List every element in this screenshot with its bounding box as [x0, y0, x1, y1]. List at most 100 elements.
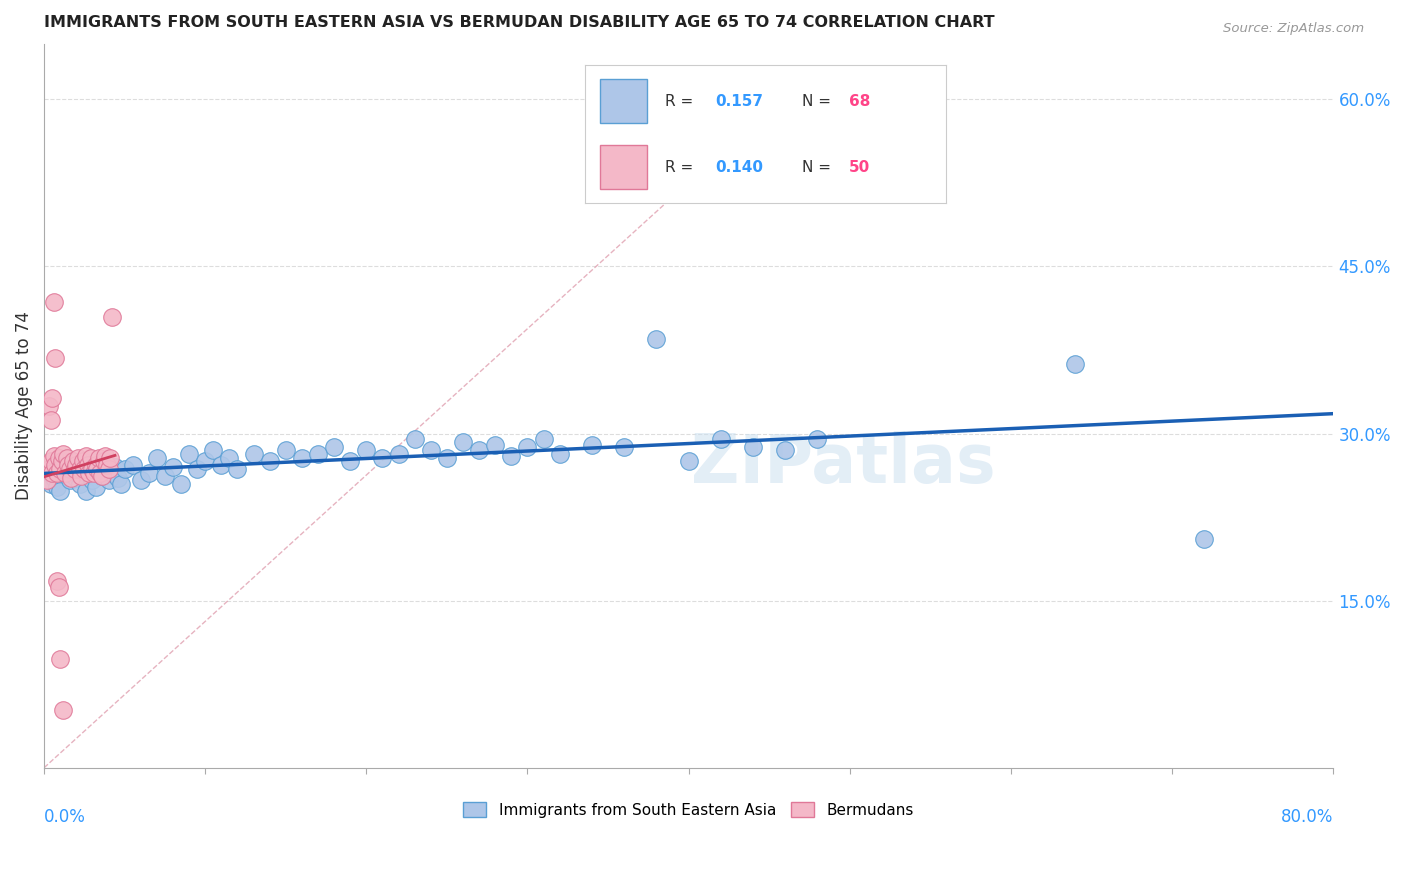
Point — [55, 466, 77, 480]
Point — [613, 440, 636, 454]
Point — [39, 454, 62, 468]
Point — [51, 454, 73, 468]
Point — [259, 454, 281, 468]
Point — [645, 332, 668, 346]
Point — [55, 450, 77, 465]
Point — [38, 462, 60, 476]
Point — [73, 462, 96, 476]
Point — [100, 466, 122, 480]
Point — [194, 454, 217, 468]
Point — [307, 447, 329, 461]
Point — [87, 454, 110, 468]
Point — [226, 462, 249, 476]
Point — [291, 450, 314, 465]
Y-axis label: Disability Age 65 to 74: Disability Age 65 to 74 — [15, 311, 32, 500]
Point — [436, 450, 458, 465]
Point — [59, 473, 82, 487]
Text: 80.0%: 80.0% — [1281, 807, 1333, 825]
Point — [82, 462, 104, 476]
Point — [39, 476, 62, 491]
Point — [242, 447, 264, 461]
Point — [202, 443, 225, 458]
Point — [66, 450, 89, 465]
Point — [62, 454, 84, 468]
Point — [52, 447, 75, 461]
Point — [468, 443, 491, 458]
Point — [42, 295, 65, 310]
Point — [371, 450, 394, 465]
Point — [93, 454, 115, 468]
Point — [484, 438, 506, 452]
Point — [77, 466, 100, 480]
Point — [209, 458, 232, 472]
Point — [323, 440, 346, 454]
Point — [48, 450, 70, 465]
Point — [129, 473, 152, 487]
Point — [107, 471, 129, 485]
Point — [153, 468, 176, 483]
Point — [75, 484, 97, 499]
Point — [53, 466, 76, 480]
Point — [356, 443, 378, 458]
Point — [170, 476, 193, 491]
Point — [104, 459, 127, 474]
Point — [46, 480, 69, 494]
Point — [39, 413, 62, 427]
Point — [41, 466, 63, 480]
Point — [94, 449, 117, 463]
Point — [1064, 358, 1087, 372]
Point — [146, 450, 169, 465]
Point — [58, 458, 80, 472]
Point — [100, 310, 122, 324]
Text: IMMIGRANTS FROM SOUTH EASTERN ASIA VS BERMUDAN DISABILITY AGE 65 TO 74 CORRELATI: IMMIGRANTS FROM SOUTH EASTERN ASIA VS BE… — [44, 15, 994, 30]
Legend: Immigrants from South Eastern Asia, Bermudans: Immigrants from South Eastern Asia, Berm… — [456, 794, 921, 825]
Point — [218, 450, 240, 465]
Point — [75, 449, 97, 463]
Point — [44, 458, 66, 472]
Point — [97, 473, 120, 487]
Point — [65, 458, 87, 472]
Point — [742, 440, 765, 454]
Text: 0.0%: 0.0% — [44, 807, 86, 825]
Point — [516, 440, 538, 454]
Point — [678, 454, 700, 468]
Point — [52, 462, 75, 476]
Point — [48, 580, 70, 594]
Point — [274, 443, 297, 458]
Point — [387, 447, 409, 461]
Point — [46, 574, 69, 588]
Point — [98, 450, 121, 465]
Point — [806, 432, 828, 446]
Point — [84, 480, 107, 494]
Point — [177, 447, 200, 461]
Point — [42, 471, 65, 485]
Point — [186, 462, 208, 476]
Point — [84, 458, 107, 472]
Point — [44, 351, 66, 365]
Point — [339, 454, 361, 468]
Point — [72, 459, 94, 474]
Point — [49, 484, 72, 499]
Text: Source: ZipAtlas.com: Source: ZipAtlas.com — [1223, 22, 1364, 36]
Point — [773, 443, 796, 458]
Point — [46, 466, 69, 480]
Point — [86, 462, 108, 476]
Point — [70, 468, 93, 483]
Point — [72, 454, 94, 468]
Point — [65, 471, 87, 485]
Point — [42, 449, 65, 463]
Point — [96, 458, 118, 472]
Point — [63, 462, 86, 476]
Point — [91, 468, 114, 483]
Point — [76, 458, 98, 472]
Point — [59, 462, 82, 476]
Point — [49, 462, 72, 476]
Point — [77, 466, 100, 480]
Point — [138, 466, 160, 480]
Point — [60, 471, 83, 485]
Point — [533, 432, 555, 446]
Point — [581, 438, 603, 452]
Point — [710, 432, 733, 446]
Point — [110, 476, 132, 491]
Point — [87, 450, 110, 465]
